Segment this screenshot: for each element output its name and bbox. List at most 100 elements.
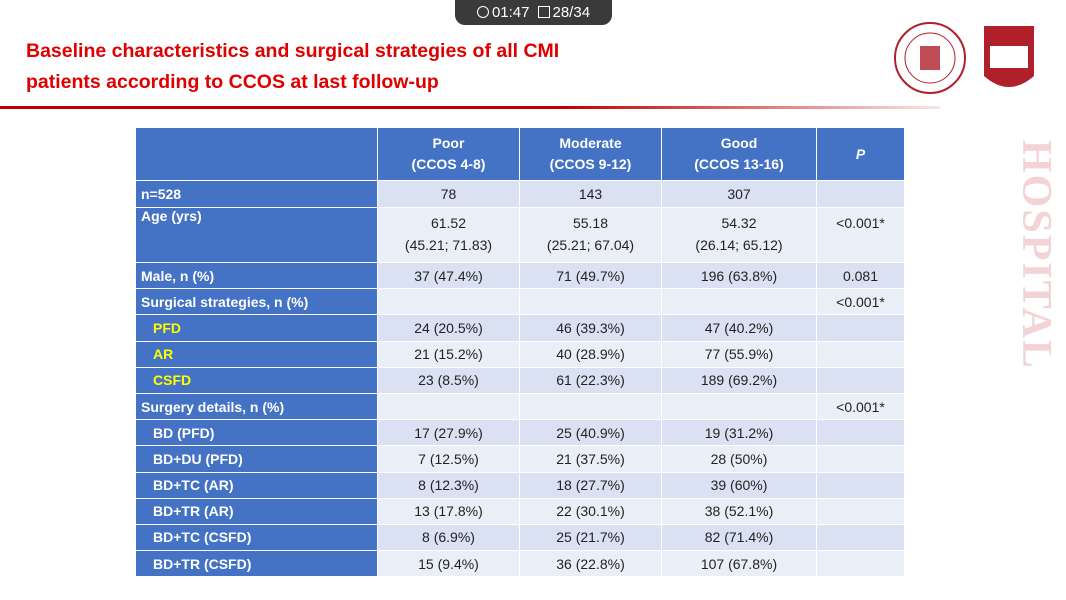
table-cell: 47 (40.2%) (661, 314, 817, 342)
table-cell (377, 288, 520, 316)
table-cell: 189 (69.2%) (661, 366, 817, 394)
table-cell (816, 419, 905, 447)
table-cell: 61.52 (45.21; 71.83) (377, 207, 520, 263)
cell-text: 46 (39.3%) (556, 319, 625, 336)
table-row: n=528 78 143 307 (135, 180, 905, 208)
cell-line: (CCOS 4-8) (411, 156, 486, 172)
table-cell: 39 (60%) (661, 471, 817, 499)
cell-text: <0.001* (836, 293, 885, 310)
row-label: BD+TC (CSFD) (135, 523, 378, 552)
cell-line: (26.14; 65.12) (695, 237, 783, 253)
table-cell: 82 (71.4%) (661, 523, 817, 552)
cell-text: 189 (69.2%) (700, 372, 778, 389)
table-cell (816, 340, 905, 368)
table-cell (816, 523, 905, 552)
table-cell: 17 (27.9%) (377, 419, 520, 447)
cell-text: 38 (52.1%) (704, 503, 774, 520)
row-label: Male, n (%) (135, 261, 378, 290)
cell-text: 307 (727, 186, 751, 202)
cell-text: <0.001* (836, 398, 885, 415)
cell-text: 40 (28.9%) (556, 346, 625, 363)
timer: 01:47 (476, 4, 530, 21)
column-header: Good (CCOS 13-16) (661, 127, 817, 181)
table-row: AR 21 (15.2%) 40 (28.9%) 77 (55.9%) (135, 340, 905, 368)
slide-number: 28/34 (552, 4, 591, 21)
table-row: PFD 24 (20.5%) 46 (39.3%) 47 (40.2%) (135, 314, 905, 342)
table-cell (816, 471, 905, 499)
table-cell: 21 (15.2%) (377, 340, 520, 368)
cell-text: 37 (47.4%) (414, 267, 483, 284)
table-cell: 36 (22.8%) (519, 550, 662, 578)
row-label: BD+TC (AR) (135, 471, 378, 499)
table-cell (661, 288, 817, 316)
cell-text: 22 (30.1%) (556, 503, 625, 520)
time: 01:47 (491, 4, 530, 21)
table-cell: 13 (17.8%) (377, 497, 520, 525)
row-label: BD+TR (AR) (135, 497, 378, 525)
cell-text: 23 (8.5%) (418, 372, 479, 389)
table-cell: 37 (47.4%) (377, 261, 520, 290)
row-label: BD+TR (CSFD) (135, 550, 378, 578)
column-header: P (816, 127, 905, 181)
cell-text: 15 (9.4%) (418, 555, 479, 572)
cell-line: (45.21; 71.83) (404, 237, 493, 253)
cell-line: 55.18 (572, 215, 609, 231)
cell-text: 107 (67.8%) (700, 555, 778, 572)
university-emblem (920, 46, 940, 70)
table-cell: 0.081 (816, 261, 905, 290)
table-row: CSFD 23 (8.5%) 61 (22.3%) 189 (69.2%) (135, 366, 905, 394)
table-cell: 61 (22.3%) (519, 366, 662, 394)
cell-line: 61.52 (430, 215, 467, 231)
table-row: BD+DU (PFD) 7 (12.5%) 21 (37.5%) 28 (50%) (135, 445, 905, 473)
table-cell: 46 (39.3%) (519, 314, 662, 342)
table-cell: 28 (50%) (661, 445, 817, 473)
cell-text: 21 (37.5%) (556, 450, 625, 467)
cell-text: 47 (40.2%) (704, 319, 774, 336)
table-cell: 18 (27.7%) (519, 471, 662, 499)
table-cell: 307 (661, 180, 817, 208)
table-cell (377, 392, 520, 421)
cell-line: P (855, 145, 866, 162)
cell-text: 8 (6.9%) (422, 529, 475, 546)
cell-text: 28 (50%) (710, 450, 768, 467)
column-header: Moderate (CCOS 9-12) (519, 127, 662, 181)
table-row: Male, n (%) 37 (47.4%) 71 (49.7%) 196 (63.8… (135, 261, 905, 290)
table-cell: 21 (37.5%) (519, 445, 662, 473)
row-label: PFD (135, 314, 378, 342)
header-corner (135, 127, 378, 181)
table-cell: 40 (28.9%) (519, 340, 662, 368)
hospital-emblem (990, 46, 1028, 68)
cell-text: 196 (63.8%) (700, 267, 778, 284)
table-cell: 77 (55.9%) (661, 340, 817, 368)
slide-counter: 28/34 (537, 4, 591, 21)
table-row: BD+TC (CSFD) 8 (6.9%) 25 (21.7%) 82 (71.4%) (135, 523, 905, 552)
table-cell (816, 445, 905, 473)
university-logo (894, 22, 966, 94)
table-cell (519, 288, 662, 316)
cell-text: 21 (15.2%) (414, 346, 483, 363)
table-cell: 25 (40.9%) (519, 419, 662, 447)
cell-text: 36 (22.8%) (556, 555, 625, 572)
table-cell: 38 (52.1%) (661, 497, 817, 525)
cell-line: (CCOS 13-16) (694, 156, 784, 172)
cell-line: (CCOS 9-12) (549, 156, 632, 172)
title-line: patients according to CCOS at last follo… (26, 71, 439, 93)
title-line: Baseline characteristics and surgical st… (26, 40, 560, 62)
cell-text: 143 (578, 186, 603, 202)
table-cell: 7 (12.5%) (377, 445, 520, 473)
table-cell: <0.001* (816, 392, 905, 421)
player-toolbar: 01:47 28/34 (455, 0, 612, 25)
cell-text: 18 (27.7%) (556, 477, 625, 494)
cell-text: 13 (17.8%) (414, 503, 483, 520)
row-label: n=528 (135, 180, 378, 208)
table-row: BD+TC (AR) 8 (12.3%) 18 (27.7%) 39 (60%) (135, 471, 905, 499)
table-cell: <0.001* (816, 207, 905, 263)
header-row: Poor (CCOS 4-8) Moderate (CCOS 9-12) Good (CC… (135, 127, 905, 181)
cell-text: 17 (27.9%) (414, 424, 483, 441)
table-cell: 78 (377, 180, 520, 208)
cell-text: 7 (12.5%) (418, 450, 479, 467)
table-row: Surgical strategies, n (%) <0.001* (135, 288, 905, 316)
table-row: Surgery details, n (%) <0.001* (135, 392, 905, 421)
slide-title: Baseline characteristics and surgical st… (26, 36, 559, 98)
